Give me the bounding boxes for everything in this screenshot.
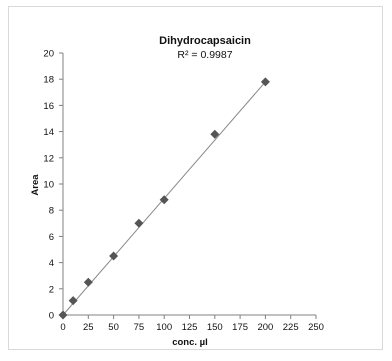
x-tick-label: 25	[83, 322, 94, 333]
x-tick-label: 150	[207, 322, 223, 333]
y-tick-label: 16	[43, 101, 54, 112]
data-point	[159, 195, 169, 205]
x-tick-label: 50	[108, 322, 119, 333]
data-point	[109, 251, 119, 261]
x-tick-label: 100	[156, 322, 172, 333]
x-tick-label: 0	[60, 322, 65, 333]
data-point	[134, 218, 144, 228]
y-tick-label: 0	[49, 311, 54, 322]
x-tick-label: 200	[257, 322, 273, 333]
x-axis-title: conc. µl	[172, 337, 208, 348]
y-tick-label: 10	[43, 180, 54, 191]
data-points	[58, 77, 270, 320]
x-tick-label: 250	[308, 322, 324, 333]
y-tick-label: 4	[49, 258, 54, 269]
y-tick-label: 2	[49, 284, 54, 295]
y-tick-label: 14	[43, 127, 54, 138]
y-tick-label: 12	[43, 153, 54, 164]
x-tick-label: 175	[232, 322, 248, 333]
y-tick-label: 6	[49, 232, 54, 243]
y-tick-label: 8	[49, 206, 54, 217]
data-point	[260, 77, 270, 87]
chart-border	[8, 6, 383, 350]
r-squared-label: R² = 0.9987	[177, 49, 232, 61]
y-tick-label: 18	[43, 75, 54, 86]
y-tick-label: 20	[43, 49, 54, 60]
data-point	[58, 310, 68, 320]
data-point	[210, 129, 220, 139]
x-tick-label: 125	[182, 322, 198, 333]
data-point	[83, 277, 93, 287]
x-tick-label: 75	[134, 322, 145, 333]
axes	[59, 52, 317, 319]
chart-title: Dihydrocapsaicin	[159, 35, 251, 47]
x-tick-label: 225	[283, 322, 299, 333]
y-axis-title: Area	[30, 174, 41, 196]
data-point	[68, 296, 78, 306]
